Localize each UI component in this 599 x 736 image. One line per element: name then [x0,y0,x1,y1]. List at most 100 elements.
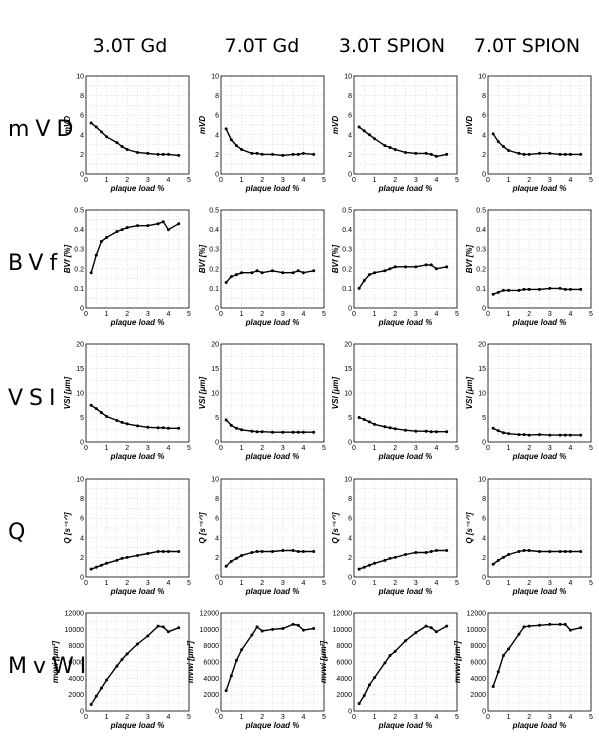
data-point [563,622,567,626]
data-point [491,562,495,566]
data-point [414,631,418,635]
y-axis-label: BVf [%] [331,244,340,273]
x-tick-label: 2 [260,177,264,184]
data-point [224,564,228,568]
series-line [358,126,447,158]
y-tick-label: 0.5 [74,208,84,215]
data-point [362,129,366,133]
plot-frame [353,478,458,578]
data-point [301,628,305,632]
series-line [90,404,179,429]
data-point [414,429,418,433]
y-tick-label: 10 [76,477,84,484]
data-point [579,550,583,554]
data-point [501,145,505,149]
data-point [434,154,438,158]
plot-q-3-0t-spion: 0 1 2 3 4 5 0 2 4 6 8 10 plaque load % Q [s⁻¹ᐟ³] [331,477,459,597]
y-tick-label: 5 [80,415,84,422]
data-point [393,148,397,151]
data-point [548,622,552,626]
data-point [517,288,521,292]
data-point [136,553,139,557]
data-point [240,148,244,151]
y-tick-label: 10000 [467,627,487,634]
x-tick-label: 3 [146,311,150,318]
y-tick-label: 0.3 [342,247,352,254]
y-tick-label: 15 [211,366,219,373]
plot-q-3-0t-gd: 0 1 2 3 4 5 0 2 4 6 8 10 plaque load % Q [s⁻¹ᐟ³] [63,477,191,597]
x-tick-label: 4 [568,714,572,721]
x-tick-label: 1 [105,714,109,721]
y-tick-label: 12000 [333,611,353,618]
data-point [260,629,264,633]
x-tick-label: 1 [373,311,377,318]
data-point [383,425,387,429]
data-point [393,555,397,559]
data-point [291,622,295,626]
data-point [558,550,562,554]
y-tick-label: 4 [482,535,486,542]
x-tick-label: 0 [219,580,223,587]
y-tick-label: 0.2 [209,266,219,273]
data-point [558,286,562,290]
row-label-q: Q [8,520,31,545]
data-point [404,639,407,643]
data-point [120,420,124,424]
y-tick-label: 12000 [65,611,85,618]
data-point [563,287,567,291]
x-tick-label: 0 [486,580,490,587]
x-tick-label: 5 [589,445,593,452]
x-tick-label: 1 [507,714,511,721]
column-title-3-0t-gd: 3.0T Gd [93,35,168,57]
data-point [161,426,165,430]
plot-frame [85,478,190,578]
x-tick-label: 2 [527,714,531,721]
y-tick-label: 8000 [203,643,219,650]
data-point [250,551,254,554]
plot-vsi-7-0t-gd: 0 1 2 3 4 5 0 5 10 15 20 plaque load % VSI [μm] [198,342,326,462]
data-point [445,430,449,434]
data-point [558,152,562,156]
y-tick-label: 6 [348,113,352,120]
x-tick-label: 4 [166,714,170,721]
x-tick-label: 5 [322,580,326,587]
data-point [229,423,233,427]
data-point [166,550,170,554]
data-point [496,558,500,562]
plot-mvd-7-0t-spion: 0 1 2 3 4 5 0 2 4 6 8 10 plaque load % mVD [465,74,593,194]
x-tick-label: 2 [260,311,264,318]
y-tick-label: 0.5 [209,208,219,215]
data-point [301,271,305,275]
data-point [115,230,119,234]
y-tick-label: 8 [482,93,486,100]
row-label-bvf: BVf [8,251,63,276]
y-tick-label: 6 [215,113,219,120]
y-tick-label: 8 [482,496,486,503]
x-tick-label: 0 [219,714,223,721]
x-axis-label: plaque load % [110,452,165,461]
data-point [548,286,552,290]
data-point [424,429,428,433]
data-point [538,550,541,554]
y-tick-label: 4000 [336,676,352,683]
y-tick-label: 10 [344,477,352,484]
data-point [99,563,103,567]
data-point [563,152,567,156]
y-tick-label: 2000 [68,692,84,699]
data-point [312,269,316,273]
row-label-mvd: mVD [8,117,79,142]
data-point [522,549,526,553]
x-tick-label: 2 [125,177,129,184]
y-tick-label: 0 [482,172,486,179]
data-point [291,430,295,434]
y-tick-label: 8 [215,93,219,100]
x-tick-label: 1 [373,714,377,721]
data-point [414,265,418,269]
data-point [125,226,129,230]
y-tick-label: 2000 [336,692,352,699]
data-point [255,151,259,155]
data-point [393,265,397,269]
x-tick-label: 2 [393,714,397,721]
series-line [492,427,581,436]
y-tick-label: 20 [211,342,219,349]
